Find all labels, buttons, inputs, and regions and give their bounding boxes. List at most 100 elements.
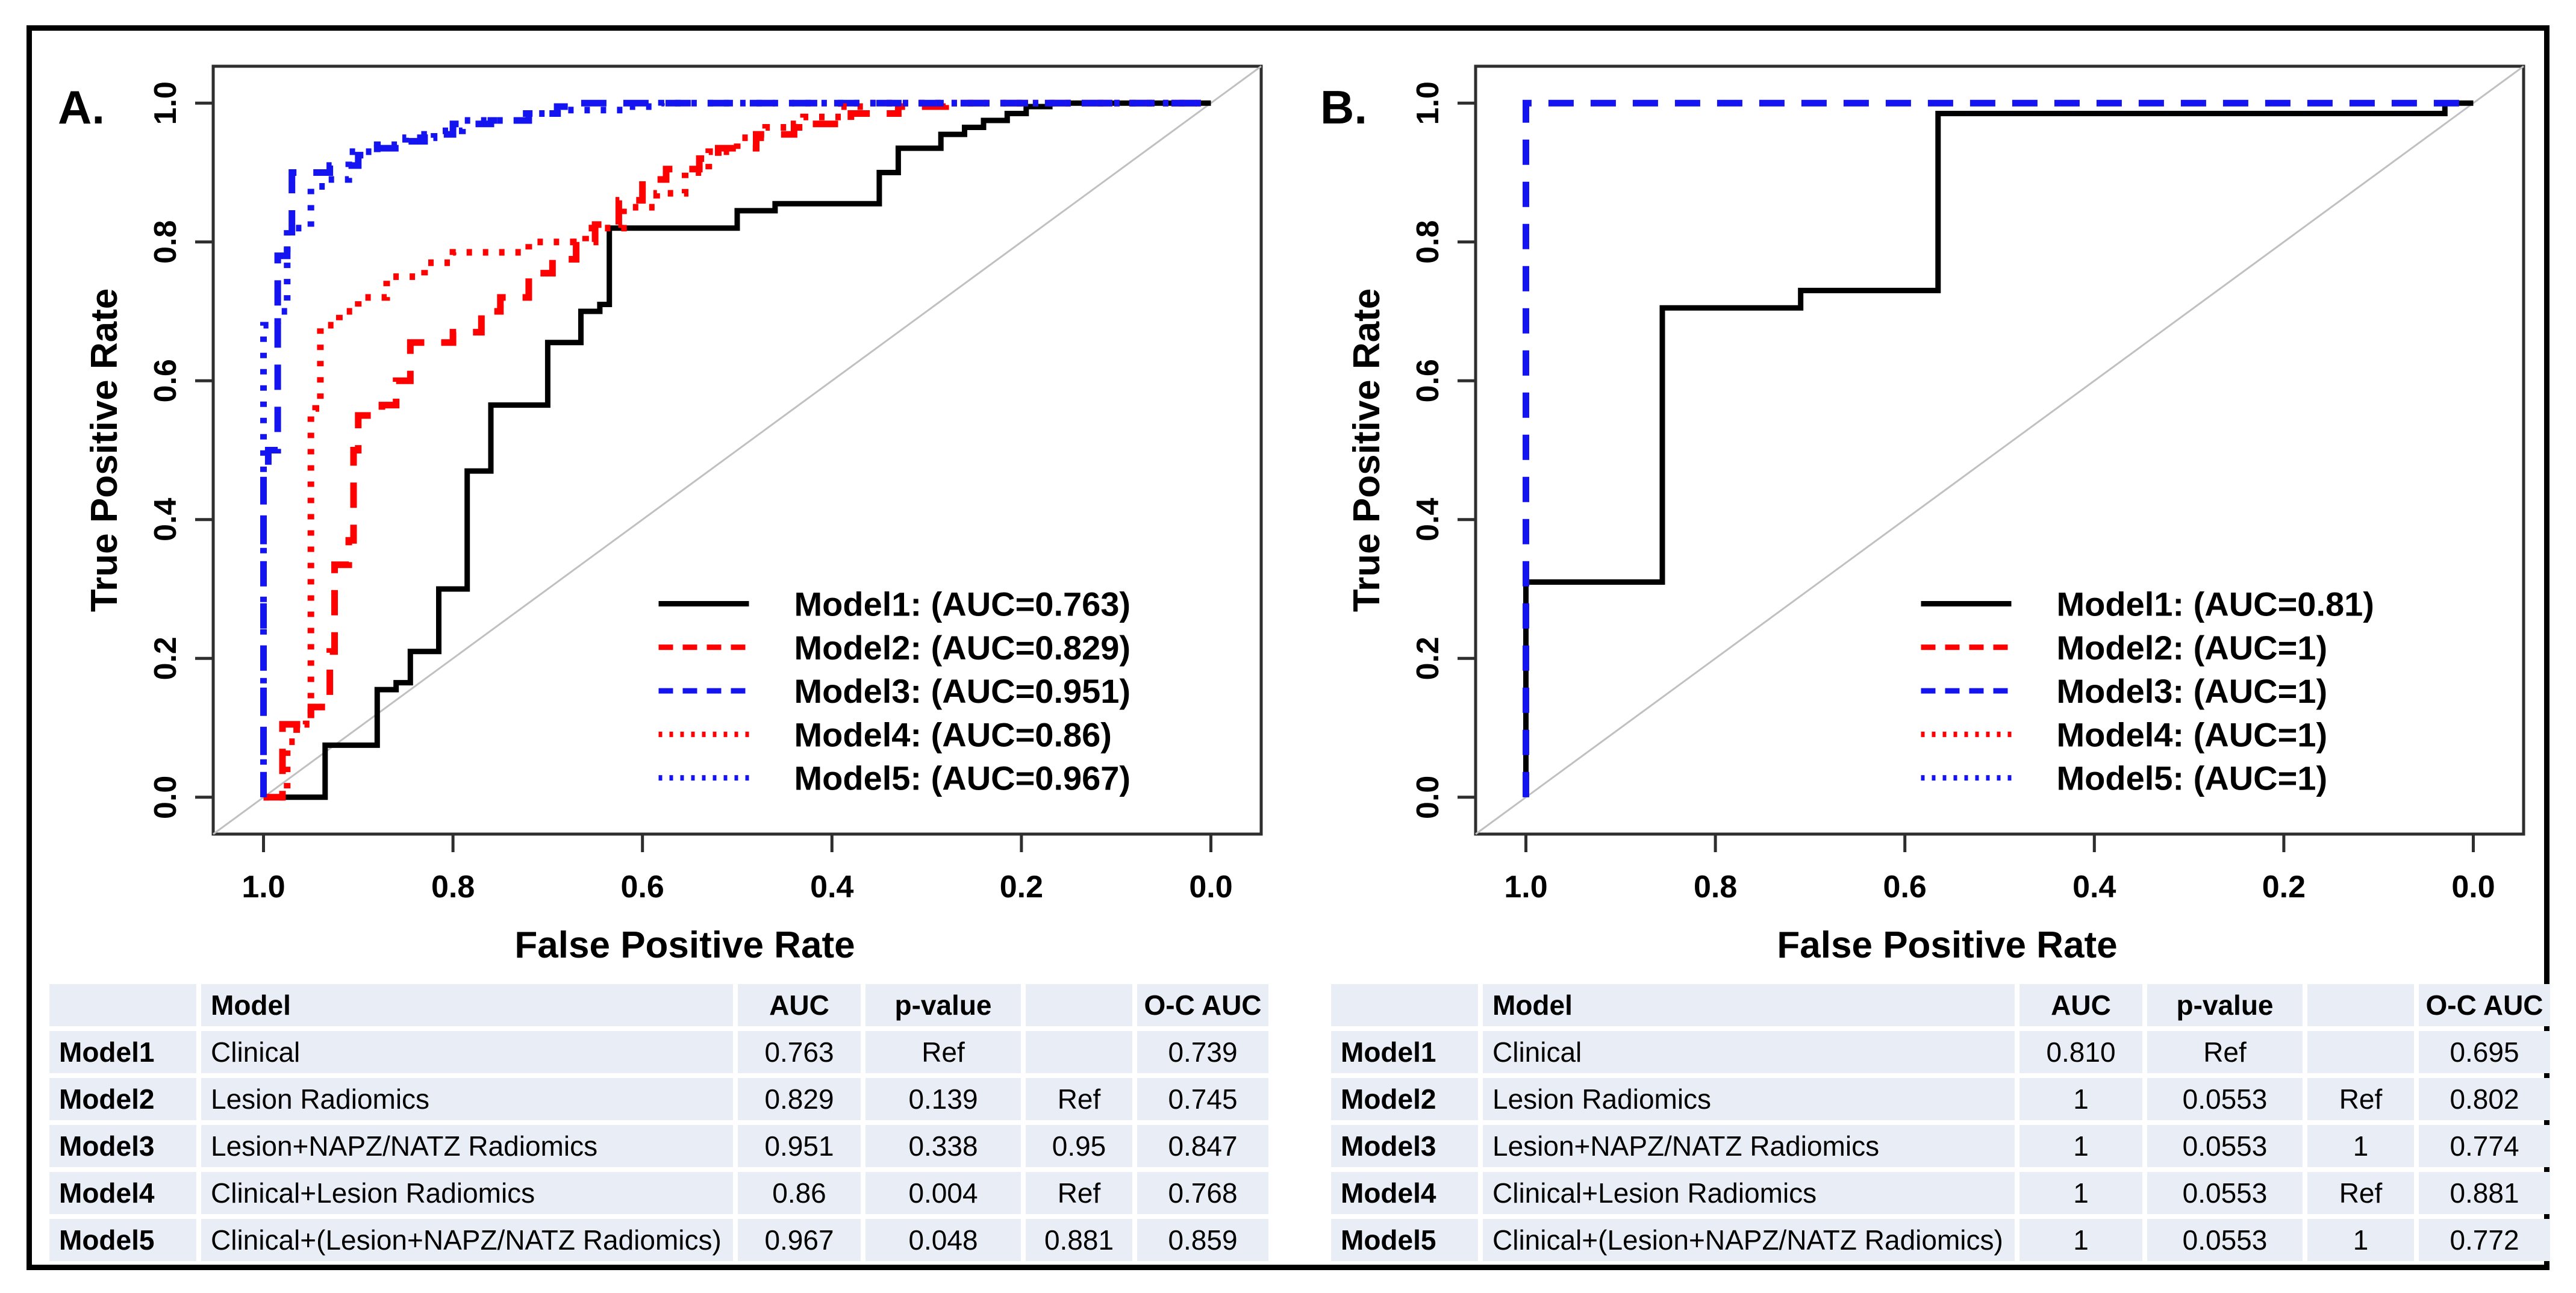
y-tick-label: 0.8 bbox=[1411, 220, 1445, 264]
plot-box bbox=[1474, 64, 2525, 836]
table-cell: Clinical bbox=[1483, 1031, 2015, 1073]
table-cell bbox=[1026, 1031, 1132, 1073]
table-cell: 0.829 bbox=[738, 1078, 861, 1120]
table-row-label: Model2 bbox=[1331, 1078, 1478, 1120]
table-header-blank-4 bbox=[2307, 984, 2414, 1026]
x-tick-label: 0.4 bbox=[810, 870, 853, 905]
table-cell: Ref bbox=[2307, 1172, 2414, 1214]
table-cell: 0.0553 bbox=[2147, 1125, 2303, 1167]
table-cell: 0.95 bbox=[1026, 1125, 1132, 1167]
table-cell: 0.139 bbox=[865, 1078, 1021, 1120]
table-header-model: Model bbox=[201, 984, 733, 1026]
table-cell bbox=[2307, 1031, 2414, 1073]
table-row-label: Model4 bbox=[49, 1172, 196, 1214]
legend-label-model3: Model3: (AUC=1) bbox=[2057, 672, 2328, 710]
table-cell: 0.338 bbox=[865, 1125, 1021, 1167]
table-header-blank-0 bbox=[1331, 984, 1478, 1026]
legend-label-model5: Model5: (AUC=1) bbox=[2057, 759, 2328, 797]
x-tick-label: 0.2 bbox=[1000, 870, 1043, 905]
y-tick-label: 0.4 bbox=[148, 498, 183, 541]
table-cell: 0.763 bbox=[738, 1031, 861, 1073]
legend-label-model4: Model4: (AUC=0.86) bbox=[794, 715, 1112, 753]
table-cell: 0.695 bbox=[2419, 1031, 2550, 1073]
table-cell: 1 bbox=[2019, 1172, 2142, 1214]
table-cell: 0.881 bbox=[1026, 1219, 1132, 1261]
table-cell: 0.768 bbox=[1137, 1172, 1268, 1214]
y-tick-label: 0.6 bbox=[1411, 359, 1445, 402]
x-tick-label: 0.6 bbox=[621, 870, 664, 905]
model-comparison-table-b: Model AUC p-value O-C AUC Model1 Clinical 0.81… bbox=[1331, 984, 2550, 1261]
table-header-auc: AUC bbox=[738, 984, 861, 1026]
table-cell: 1 bbox=[2019, 1125, 2142, 1167]
legend-label-model1: Model1: (AUC=0.81) bbox=[2057, 585, 2374, 623]
table-header-o-c-auc: O-C AUC bbox=[1137, 984, 1268, 1026]
y-tick-label: 0.2 bbox=[1411, 637, 1445, 680]
model-comparison-table-a: Model AUC p-value O-C AUC Model1 Clinical 0.76… bbox=[49, 984, 1268, 1261]
y-axis-title: True Positive Rate bbox=[1346, 288, 1388, 612]
roc-curve-model2 bbox=[263, 99, 1211, 801]
table-cell: 0.004 bbox=[865, 1172, 1021, 1214]
legend-label-model2: Model2: (AUC=1) bbox=[2057, 629, 2328, 667]
roc-curve-model3 bbox=[260, 99, 1211, 797]
legend-label-model2: Model2: (AUC=0.829) bbox=[794, 629, 1131, 667]
x-tick-label: 0.4 bbox=[2072, 870, 2116, 905]
roc-curve-model1 bbox=[263, 100, 1211, 800]
table-cell: 0.739 bbox=[1137, 1031, 1268, 1073]
panel-label: B. bbox=[1320, 81, 1367, 134]
table-cell: Clinical+(Lesion+NAPZ/NATZ Radiomics) bbox=[1483, 1219, 2015, 1261]
table-cell: Lesion+NAPZ/NATZ Radiomics bbox=[201, 1125, 733, 1167]
table-cell: 0.048 bbox=[865, 1219, 1021, 1261]
y-tick-label: 0.0 bbox=[1411, 776, 1445, 819]
table-header-o-c-auc: O-C AUC bbox=[2419, 984, 2550, 1026]
table-cell: 0.772 bbox=[2419, 1219, 2550, 1261]
table-cell: 0.847 bbox=[1137, 1125, 1268, 1167]
x-tick-label: 0.6 bbox=[1883, 870, 1927, 905]
table-cell: 0.0553 bbox=[2147, 1078, 2303, 1120]
y-tick-label: 1.0 bbox=[1411, 81, 1445, 125]
table-cell: Ref bbox=[865, 1031, 1021, 1073]
table-cell: 1 bbox=[2019, 1078, 2142, 1120]
table-cell: Lesion Radiomics bbox=[1483, 1078, 2015, 1120]
chance-diagonal-line bbox=[1475, 65, 2524, 835]
y-tick-label: 0.8 bbox=[148, 220, 183, 264]
x-axis-title: False Positive Rate bbox=[1777, 924, 2117, 966]
table-row-label: Model5 bbox=[49, 1219, 196, 1261]
chance-diagonal-line bbox=[213, 65, 1262, 835]
table-cell: Clinical+(Lesion+NAPZ/NATZ Radiomics) bbox=[201, 1219, 733, 1261]
table-header-p-value: p-value bbox=[2147, 984, 2303, 1026]
x-tick-label: 0.2 bbox=[2262, 870, 2306, 905]
table-cell: Ref bbox=[1026, 1078, 1132, 1120]
table-header-blank-4 bbox=[1026, 984, 1132, 1026]
table-row-label: Model5 bbox=[1331, 1219, 1478, 1261]
table-row-label: Model3 bbox=[49, 1125, 196, 1167]
table-header-auc: AUC bbox=[2019, 984, 2142, 1026]
table-cell: Lesion Radiomics bbox=[201, 1078, 733, 1120]
table-header-model: Model bbox=[1483, 984, 2015, 1026]
table-header-p-value: p-value bbox=[865, 984, 1021, 1026]
legend-label-model1: Model1: (AUC=0.763) bbox=[794, 585, 1131, 623]
roc-chart-panel-a: 1.0 0.8 0.6 0.4 0.2 0.0 0.0 0.2 0.4 0.6 0.8 1.0 Fals… bbox=[58, 64, 1263, 966]
table-cell: 0.86 bbox=[738, 1172, 861, 1214]
table-cell: Clinical bbox=[201, 1031, 733, 1073]
table-row-label: Model1 bbox=[49, 1031, 196, 1073]
table-cell: Clinical+Lesion Radiomics bbox=[1483, 1172, 2015, 1214]
x-tick-label: 0.8 bbox=[1694, 870, 1737, 905]
roc-curve-model5 bbox=[260, 99, 1211, 797]
x-tick-label: 0.0 bbox=[1189, 870, 1232, 905]
y-tick-label: 0.2 bbox=[148, 637, 183, 680]
y-tick-label: 1.0 bbox=[148, 81, 183, 125]
table-cell: 0.0553 bbox=[2147, 1219, 2303, 1261]
table-cell: 0.774 bbox=[2419, 1125, 2550, 1167]
table-cell: 0.951 bbox=[738, 1125, 861, 1167]
x-tick-label: 0.0 bbox=[2451, 870, 2495, 905]
table-cell: 0.967 bbox=[738, 1219, 861, 1261]
table-header-blank-0 bbox=[49, 984, 196, 1026]
y-tick-label: 0.0 bbox=[148, 776, 183, 819]
table-cell: Ref bbox=[2147, 1031, 2303, 1073]
table-cell: 0.881 bbox=[2419, 1172, 2550, 1214]
table-cell: Lesion+NAPZ/NATZ Radiomics bbox=[1483, 1125, 2015, 1167]
table-cell: 0.745 bbox=[1137, 1078, 1268, 1120]
legend-label-model5: Model5: (AUC=0.967) bbox=[794, 759, 1131, 797]
table-cell: 1 bbox=[2307, 1125, 2414, 1167]
y-tick-label: 0.6 bbox=[148, 359, 183, 402]
